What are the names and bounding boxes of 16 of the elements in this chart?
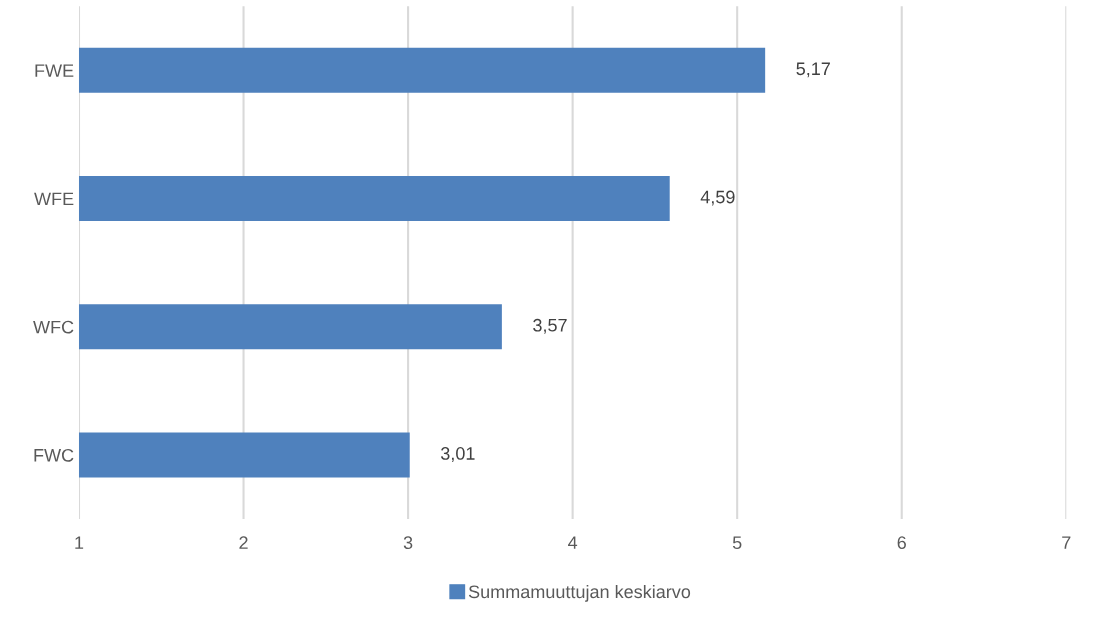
data-label: 3,01 (440, 447, 475, 462)
data-label: 5,17 (796, 62, 830, 78)
legend-label: Summamuuttujan keskiarvo (468, 584, 691, 602)
data-label: 3,57 (533, 318, 567, 334)
y-tick-label: WFE (34, 192, 74, 206)
x-tick-label: 6 (897, 536, 906, 550)
x-tick-label: 5 (732, 536, 742, 550)
y-tick-label: FWC (34, 448, 74, 462)
x-tick-label: 4 (568, 536, 578, 549)
x-tick-label: 3 (403, 536, 413, 550)
x-tick-label: 2 (239, 536, 248, 549)
y-tick-label: FWE (35, 64, 74, 77)
data-label: 4,59 (700, 190, 735, 206)
x-tick-label: 7 (1062, 536, 1071, 549)
y-tick-label: WFC (33, 320, 74, 334)
x-tick-label: 1 (75, 536, 84, 549)
